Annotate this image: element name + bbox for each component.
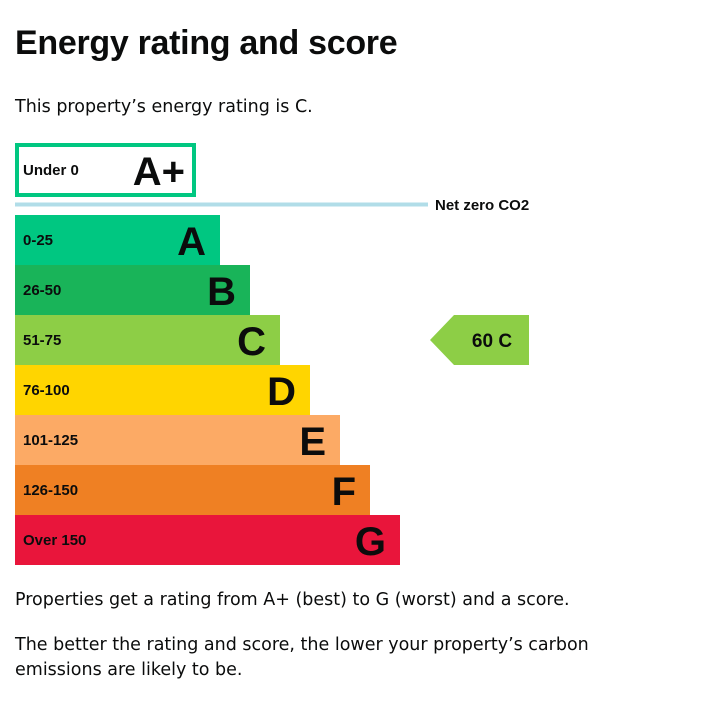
score-explanation: The better the rating and score, the low… (15, 635, 589, 680)
band-c-letter: C (237, 320, 266, 364)
band-d-letter: D (267, 370, 296, 414)
band-c-range: 51-75 (23, 332, 61, 349)
band-a-plus-bar (15, 143, 196, 197)
band-f-letter: F (332, 470, 356, 514)
band-e-letter: E (299, 420, 326, 464)
band-d-bar (15, 365, 310, 415)
current-rating-label: 60 C (472, 331, 512, 352)
band-b-bar (15, 265, 250, 315)
band-g-bar (15, 515, 400, 565)
band-e-bar (15, 415, 340, 465)
band-f-bar (15, 465, 370, 515)
band-a-bar (15, 215, 220, 265)
band-f-range: 126-150 (23, 482, 78, 499)
band-g-letter: G (355, 520, 386, 564)
band-a-plus-letter: A+ (133, 150, 185, 194)
band-b-letter: B (207, 270, 236, 314)
band-g-range: Over 150 (23, 532, 86, 549)
rating-explanation: Properties get a rating from A+ (best) t… (15, 590, 570, 610)
band-a-letter: A (177, 220, 206, 264)
band-e-range: 101-125 (23, 432, 78, 449)
band-b-range: 26-50 (23, 282, 61, 299)
current-rating-arrow (430, 315, 529, 365)
band-a-plus-range: Under 0 (23, 162, 79, 179)
band-c-bar (15, 315, 280, 365)
page-title: Energy rating and score (15, 24, 398, 62)
energy-rating-chart: Under 0 A+ 0-25 A 26-50 B 51-75 C 76-100 D 101-125… (15, 143, 529, 565)
net-zero-label: Net zero CO2 (435, 197, 529, 214)
band-d-range: 76-100 (23, 382, 70, 399)
rating-summary: This property’s energy rating is C. (15, 97, 313, 117)
band-a-range: 0-25 (23, 232, 53, 249)
